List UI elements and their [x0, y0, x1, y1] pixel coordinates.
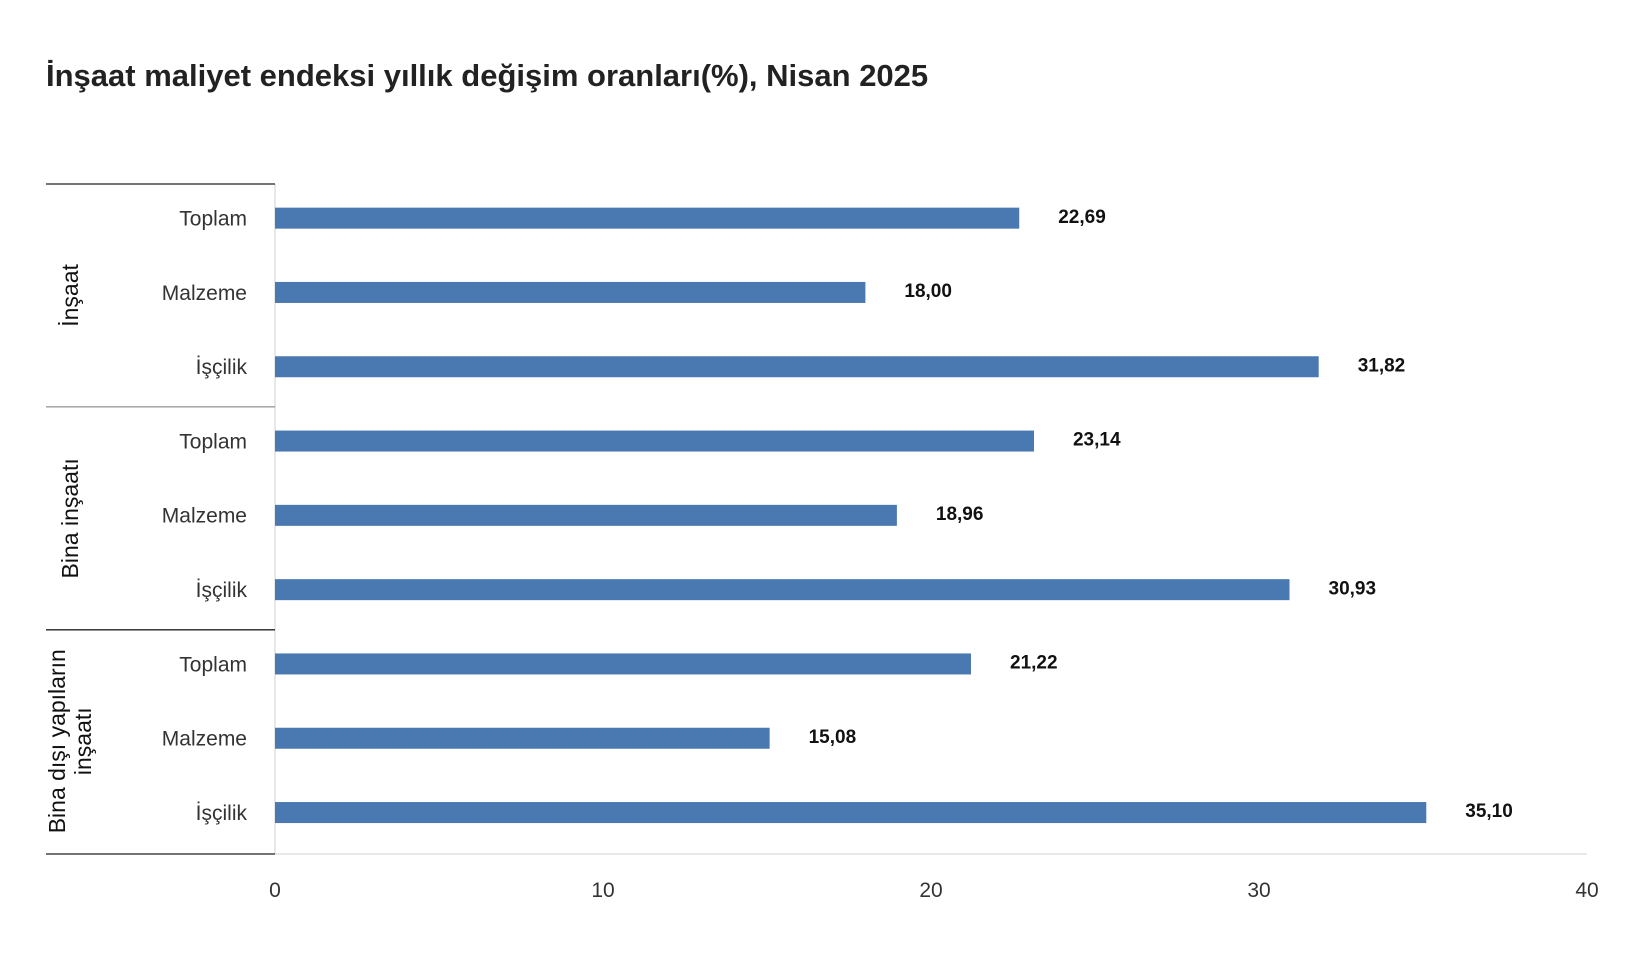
value-label: 18,00	[904, 281, 952, 302]
value-label: 15,08	[809, 727, 857, 748]
category-label: Toplam	[179, 208, 247, 231]
x-tick-label: 30	[1247, 879, 1270, 902]
x-tick-label: 40	[1575, 879, 1598, 902]
chart-title: İnşaat maliyet endeksi yıllık değişim or…	[46, 58, 929, 93]
bar	[275, 802, 1427, 824]
x-tick-label: 0	[269, 879, 281, 902]
category-label: İşçilik	[196, 579, 248, 602]
category-label: Toplam	[179, 430, 247, 453]
category-label: Malzeme	[162, 505, 247, 528]
bar	[275, 430, 1034, 452]
bar	[275, 653, 972, 675]
category-label: İşçilik	[196, 802, 248, 825]
category-label: Malzeme	[162, 728, 247, 751]
category-label: İşçilik	[196, 356, 248, 379]
group-label: İnşaat	[57, 264, 83, 327]
group-label: inşaatı	[70, 707, 96, 775]
value-label: 23,14	[1073, 430, 1121, 451]
category-label: Toplam	[179, 653, 247, 676]
group-label: Bina dışı yapıların	[44, 649, 70, 833]
value-label: 22,69	[1058, 207, 1106, 228]
bar	[275, 727, 770, 749]
bar	[275, 579, 1290, 601]
bar	[275, 281, 866, 303]
value-label: 18,96	[936, 504, 984, 525]
bar	[275, 504, 897, 526]
value-label: 35,10	[1465, 801, 1513, 822]
value-label: 30,93	[1329, 578, 1377, 599]
value-label: 31,82	[1358, 355, 1406, 376]
value-label: 21,22	[1010, 653, 1058, 674]
bar	[275, 207, 1020, 229]
bar	[275, 356, 1319, 378]
x-tick-label: 20	[919, 879, 942, 902]
category-label: Malzeme	[162, 282, 247, 305]
x-tick-label: 10	[591, 879, 614, 902]
group-label: Bina inşaatı	[57, 458, 83, 578]
